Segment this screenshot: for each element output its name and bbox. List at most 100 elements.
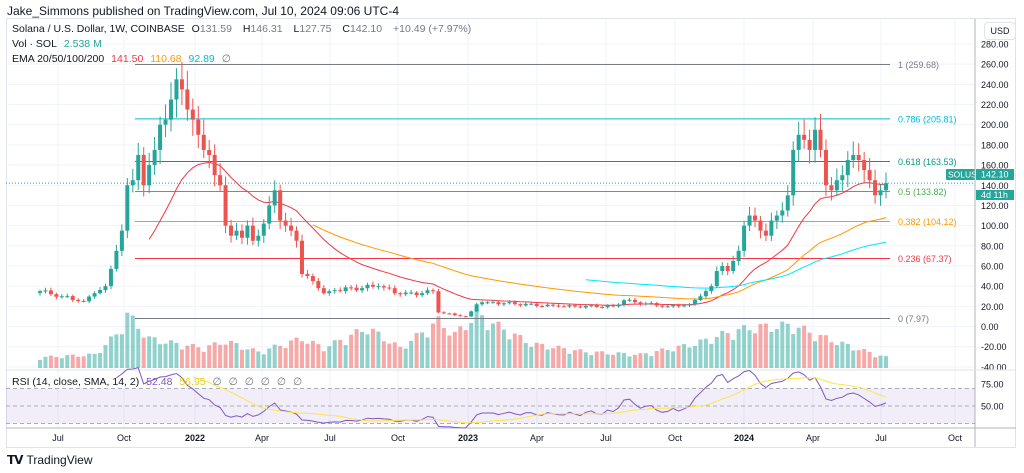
candle-body: [392, 288, 397, 294]
candle-body: [327, 291, 332, 294]
rsi-line: [116, 367, 887, 429]
candle-body: [823, 149, 828, 186]
volume-bar: [190, 343, 195, 368]
volume-bar: [512, 333, 517, 368]
price-tick: -20.00: [981, 342, 1007, 352]
time-tick: Oct: [117, 433, 132, 443]
volume-bar: [780, 321, 785, 368]
price-tick: 140.00: [981, 181, 1009, 191]
rsi-na-1: ∅: [212, 376, 222, 388]
candle-body: [829, 185, 834, 191]
volume-bar: [884, 356, 888, 368]
price-tick: 20.00: [981, 302, 1004, 312]
currency-selector[interactable]: USD: [984, 22, 1016, 40]
volume-bar: [245, 349, 250, 368]
volume-bar: [76, 356, 81, 368]
candle-body: [76, 299, 81, 302]
rsi-sma-line: [192, 376, 887, 424]
rsi-label[interactable]: RSI (14, close, SMA, 14, 2): [12, 376, 140, 388]
candle-body: [807, 139, 812, 150]
time-tick: Jul: [324, 433, 336, 443]
volume-bar: [305, 343, 310, 368]
candle-body: [501, 303, 506, 305]
candle-body: [458, 315, 463, 317]
volume-bar: [316, 344, 321, 368]
tradingview-logo[interactable]: 𝗧𝗩 TradingView: [7, 453, 93, 467]
candle-body: [703, 291, 708, 297]
volume-bar: [840, 341, 845, 368]
time-tick: 2023: [458, 433, 478, 443]
candle-body: [59, 296, 64, 298]
candle-body: [141, 154, 146, 186]
candle-body: [583, 305, 588, 308]
volume-bar: [769, 331, 774, 368]
volume-bar: [616, 352, 621, 368]
candle-body: [714, 271, 719, 287]
volume-bar: [92, 353, 97, 368]
price-tick: 260.00: [981, 60, 1009, 70]
candle-body: [561, 306, 566, 308]
candle-body: [676, 305, 681, 307]
volume-bar: [605, 354, 610, 368]
fib-level-label: 0.236 (67.37): [898, 254, 952, 264]
high-value: 146.31: [250, 23, 283, 35]
volume-bar: [567, 353, 572, 368]
candle-body: [796, 134, 801, 150]
volume-bar: [802, 325, 807, 368]
volume-bar: [813, 341, 818, 368]
volume-bar: [654, 351, 659, 368]
brand-name: TradingView: [26, 453, 93, 467]
close-label: C: [342, 23, 350, 35]
candle-body: [665, 306, 670, 308]
volume-bar: [632, 354, 637, 368]
candle-body: [447, 313, 452, 315]
candle-body: [218, 175, 223, 186]
candle-body: [682, 305, 687, 307]
candle-body: [518, 304, 523, 306]
price-tick: 220.00: [981, 100, 1009, 110]
volume-bar: [561, 348, 566, 368]
candle-body: [873, 180, 878, 196]
volume-label[interactable]: Vol · SOL: [12, 38, 57, 50]
volume-bar: [212, 342, 217, 368]
volume-bar: [409, 340, 414, 368]
candle-body: [43, 290, 48, 292]
volume-bar: [622, 352, 627, 368]
volume-bar: [823, 335, 828, 368]
candle-body: [81, 301, 86, 303]
time-tick: Jul: [875, 433, 887, 443]
candle-body: [119, 230, 124, 251]
volume-bar: [152, 337, 157, 368]
candle-body: [856, 154, 861, 161]
volume-bar: [523, 343, 528, 368]
rsi-na-6: ∅: [292, 376, 303, 388]
fib-level-label: 0.5 (133.82): [898, 187, 947, 197]
volume-bar: [878, 355, 883, 368]
volume-bar: [720, 330, 725, 368]
candle-body: [283, 220, 288, 226]
candle-body: [360, 288, 365, 291]
candle-body: [540, 305, 545, 307]
candle-body: [207, 149, 212, 155]
candle-body: [420, 293, 425, 296]
symbol-tag-label: SOLUSD: [948, 170, 983, 180]
ema-label[interactable]: EMA 20/50/100/200: [12, 53, 105, 65]
candle-body: [485, 302, 490, 304]
volume-bar: [611, 354, 616, 368]
time-tick: Oct: [668, 433, 683, 443]
candle-body: [147, 165, 152, 186]
candle-body: [671, 305, 676, 307]
candle-body: [441, 312, 446, 314]
volume-bar: [731, 339, 736, 368]
candle-body: [611, 305, 616, 307]
volume-bar: [414, 333, 419, 368]
candle-body: [551, 304, 556, 306]
candle-body: [523, 303, 528, 306]
volume-bar: [665, 350, 670, 368]
candle-body: [747, 215, 752, 226]
symbol-title[interactable]: Solana / U.S. Dollar, 1W, COINBASE: [12, 23, 185, 35]
volume-bar: [136, 328, 141, 368]
symbol-tag: [946, 169, 975, 180]
volume-bar: [130, 315, 135, 368]
